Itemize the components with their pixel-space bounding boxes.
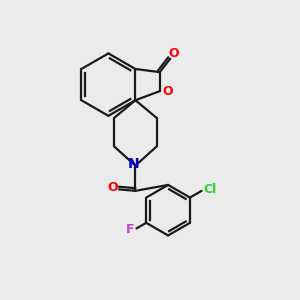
Text: O: O bbox=[162, 85, 172, 98]
Text: F: F bbox=[126, 224, 134, 236]
Text: O: O bbox=[168, 47, 179, 60]
Text: Cl: Cl bbox=[203, 183, 217, 196]
Text: O: O bbox=[107, 182, 118, 194]
Text: N: N bbox=[128, 157, 140, 171]
